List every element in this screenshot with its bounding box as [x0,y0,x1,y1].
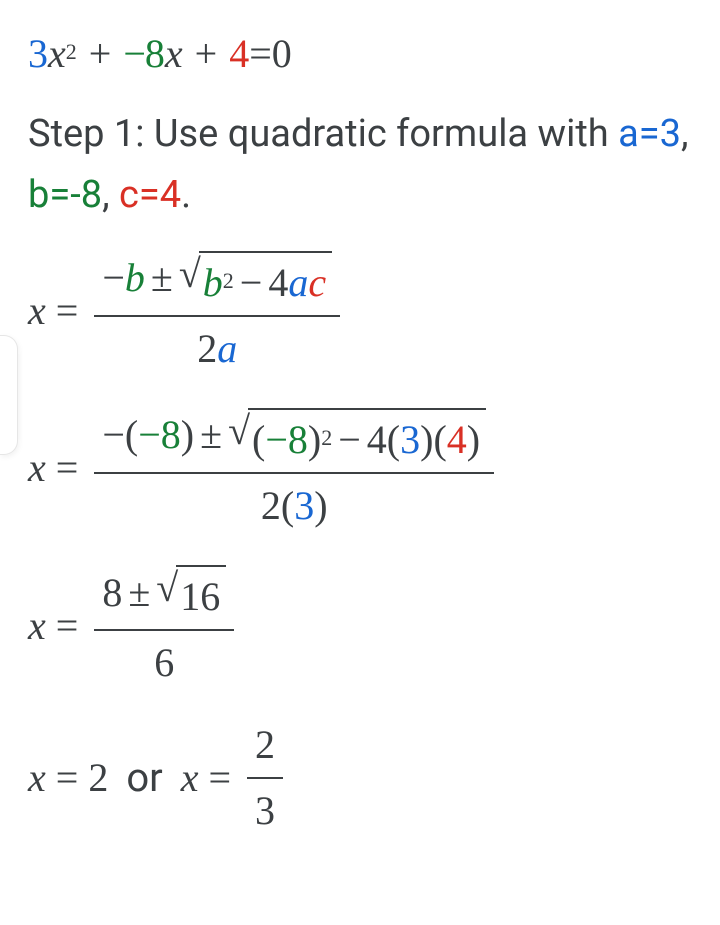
four-sub: 4 [367,410,387,470]
radicand-1: b2 − 4ac [199,251,332,313]
sep2: , [102,173,119,217]
quadratic-formula: x = −b ± √ b2 − 4ac 2a [28,242,692,381]
rp1: ) [181,405,194,465]
substituted-denominator: 2(3) [253,474,336,538]
var-x: x [48,24,66,84]
coef-b-sign: − [123,24,145,84]
four-c: 4 [447,410,467,470]
sep1: , [681,112,688,156]
lp1: ( [125,405,138,465]
pm-2: ± [200,405,222,465]
six: 6 [154,633,174,693]
simplified-denominator: 6 [146,631,182,695]
radical-2: √ [228,401,250,461]
formula-fraction: −b ± √ b2 − 4ac 2a [94,242,340,381]
radical-3: √ [156,558,178,618]
a-var: a [288,253,308,313]
radicand-3: 16 [176,565,226,627]
step-description: Step 1: Use quadratic formula with a=3, … [28,104,692,226]
rp2: ) [308,410,321,470]
x4: x [28,755,46,800]
sixteen: 16 [180,567,220,627]
substituted-fraction: −(−8) ± √ (−8)2 − 4(3)(4) 2(3) [94,399,494,538]
neg-out: − [102,405,125,465]
sqrt-sub: √ (−8)2 − 4(3)(4) [228,401,486,470]
a-var-den: a [217,319,237,379]
eq1: = [46,288,79,333]
b-var: b [125,248,145,308]
step-a: a=3 [618,112,681,156]
formula-denominator: 2a [189,317,245,381]
coef-a: 3 [28,24,48,84]
solutions-line: x = 2 or x = 2 3 [28,713,692,843]
plus-1: + [89,24,112,84]
x-eq-1: x = [28,281,78,341]
var-x-2: x [165,24,183,84]
step-b: b=-8 [28,173,102,217]
radicand-2: (−8)2 − 4(3)(4) [248,408,486,470]
substituted-formula: x = −(−8) ± √ (−8)2 − 4(3)(4) 2(3) [28,399,692,538]
rp5: ) [314,476,327,536]
neg8-2: −8 [265,410,308,470]
solution-1: 2 [88,748,108,808]
side-tab[interactable] [0,335,18,455]
x-eq-5: x = [181,748,231,808]
simplified-fraction: 8 ± √ 16 6 [94,556,234,695]
lp2: ( [252,410,265,470]
simplified-formula: x = 8 ± √ 16 6 [28,556,692,695]
x1: x [28,288,46,333]
three-den: 3 [294,476,314,536]
coef-b-abs: 8 [145,24,165,84]
rhs-zero: 0 [272,24,292,84]
sqrt-simp: √ 16 [156,558,226,627]
pm-3: ± [128,563,150,623]
x5: x [181,755,199,800]
step-prefix: Step 1: Use quadratic formula with [28,112,618,156]
rp3: ) [420,410,433,470]
x-eq-2: x = [28,438,78,498]
three-a: 3 [400,410,420,470]
radical-1: √ [179,244,201,304]
original-equation: 3 x2 + −8 x + 4 = 0 [28,24,692,84]
x3: x [28,603,46,648]
eq5: = [198,755,231,800]
sol2-den: 3 [247,779,283,843]
pm-1: ± [151,248,173,308]
eq2: = [46,445,79,490]
x-eq-4: x = [28,748,78,808]
neg8-1: −8 [138,405,181,465]
four-1: 4 [268,253,288,313]
eq4: = [46,755,79,800]
rp4: ) [467,410,480,470]
equals-1: = [249,24,272,84]
b-var-2: b [203,253,223,313]
neg-b-minus: − [102,248,125,308]
lp5: ( [281,476,294,536]
two-1: 2 [197,319,217,379]
eight: 8 [102,563,122,623]
formula-numerator: −b ± √ b2 − 4ac [94,242,340,315]
step-c: c=4 [119,173,181,217]
period: . [181,173,191,217]
minus-sub: − [338,410,361,470]
sqrt-formula: √ b2 − 4ac [179,244,332,313]
plus-2: + [195,24,218,84]
simplified-numerator: 8 ± √ 16 [94,556,234,629]
x2: x [28,445,46,490]
sol2-num: 2 [247,713,283,777]
c-var: c [308,253,326,313]
lp3: ( [387,410,400,470]
eq3: = [46,603,79,648]
substituted-numerator: −(−8) ± √ (−8)2 − 4(3)(4) [94,399,494,472]
two-den: 2 [261,476,281,536]
solution-2-fraction: 2 3 [247,713,283,843]
coef-c: 4 [229,24,249,84]
x-eq-3: x = [28,596,78,656]
minus-4ac: − [240,253,263,313]
or-text: or [126,748,162,808]
lp4: ( [433,410,446,470]
